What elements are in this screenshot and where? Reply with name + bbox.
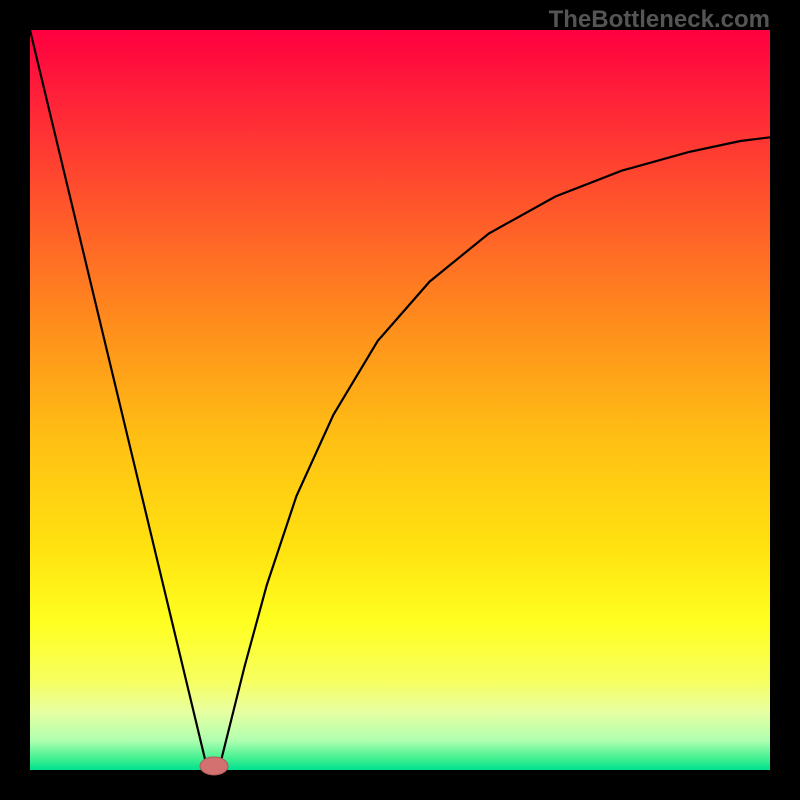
curve-layer	[30, 30, 770, 770]
marker-ellipse-icon	[198, 755, 230, 777]
curve-right-segment	[219, 137, 770, 770]
plot-area	[30, 30, 770, 770]
curve-left-segment	[30, 30, 208, 770]
bottleneck-marker	[198, 755, 230, 777]
